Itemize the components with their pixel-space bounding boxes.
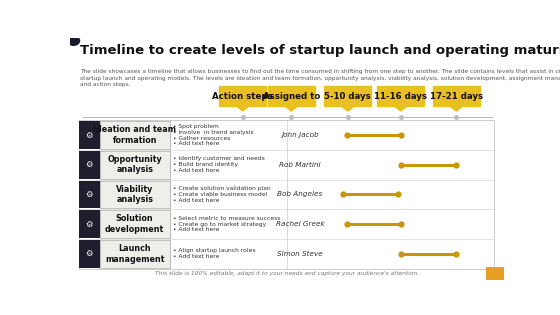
FancyBboxPatch shape (100, 210, 170, 238)
Text: Rachel Greek: Rachel Greek (276, 221, 324, 227)
Text: ⚙: ⚙ (85, 249, 93, 258)
Text: Solution
development: Solution development (105, 215, 164, 234)
FancyBboxPatch shape (220, 86, 266, 106)
Text: and action steps.: and action steps. (80, 83, 130, 88)
FancyBboxPatch shape (324, 86, 371, 106)
Text: Bob Angeles: Bob Angeles (277, 192, 323, 198)
Polygon shape (449, 106, 463, 111)
FancyBboxPatch shape (78, 210, 100, 238)
FancyBboxPatch shape (78, 240, 100, 268)
Text: This slide is 100% editable, adapt it to your needs and capture your audience's : This slide is 100% editable, adapt it to… (155, 272, 419, 277)
Polygon shape (284, 106, 298, 111)
FancyBboxPatch shape (100, 121, 170, 149)
FancyBboxPatch shape (100, 240, 170, 268)
Text: The slide showcases a timeline that allows businesses to find out the time consu: The slide showcases a timeline that allo… (80, 69, 560, 74)
Text: Rob Martini: Rob Martini (279, 162, 321, 168)
FancyBboxPatch shape (268, 86, 315, 106)
Text: ⚙: ⚙ (85, 160, 93, 169)
Text: startup launch and operating models. The levels are ideation and team formation,: startup launch and operating models. The… (80, 76, 560, 81)
Text: ⚙: ⚙ (85, 131, 93, 140)
Text: • Align startup launch roles
• Add text here: • Align startup launch roles • Add text … (173, 249, 256, 259)
Text: ⚙: ⚙ (85, 190, 93, 199)
Text: • Identify customer and needs
• Build brand identity
• Add text here: • Identify customer and needs • Build br… (173, 157, 265, 173)
FancyBboxPatch shape (486, 267, 504, 280)
Polygon shape (394, 106, 408, 111)
FancyBboxPatch shape (100, 180, 170, 208)
FancyBboxPatch shape (377, 86, 424, 106)
Text: 5-10 days: 5-10 days (324, 92, 371, 100)
Text: John Jacob: John Jacob (281, 132, 319, 138)
Text: • Spot problem
• Involve  in trend analysis
• Gather resources
• Add text here: • Spot problem • Involve in trend analys… (173, 124, 254, 146)
Text: ⚙: ⚙ (85, 220, 93, 229)
Text: Opportunity
analysis: Opportunity analysis (108, 155, 162, 175)
Text: Ideation and team
formation: Ideation and team formation (93, 125, 176, 145)
FancyBboxPatch shape (78, 120, 494, 269)
Text: 17-21 days: 17-21 days (430, 92, 483, 100)
Text: • Select metric to measure success
• Create go to market strategy
• Add text her: • Select metric to measure success • Cre… (173, 216, 281, 232)
Ellipse shape (67, 36, 80, 45)
Text: Assigned to: Assigned to (263, 92, 320, 100)
Text: 11-16 days: 11-16 days (374, 92, 427, 100)
Text: Simon Steve: Simon Steve (277, 251, 323, 257)
Text: Timeline to create levels of startup launch and operating maturity model: Timeline to create levels of startup lau… (80, 44, 560, 57)
FancyBboxPatch shape (433, 86, 480, 106)
FancyBboxPatch shape (78, 180, 100, 208)
Polygon shape (341, 106, 354, 111)
Text: • Create solution validation plan
• Create viable business model
• Add text here: • Create solution validation plan • Crea… (173, 186, 271, 203)
Text: Viability
analysis: Viability analysis (116, 185, 153, 204)
FancyBboxPatch shape (78, 121, 100, 149)
Polygon shape (236, 106, 250, 111)
FancyBboxPatch shape (100, 151, 170, 179)
Text: Action steps: Action steps (212, 92, 273, 100)
Text: Launch
management: Launch management (105, 244, 165, 264)
FancyBboxPatch shape (78, 151, 100, 179)
